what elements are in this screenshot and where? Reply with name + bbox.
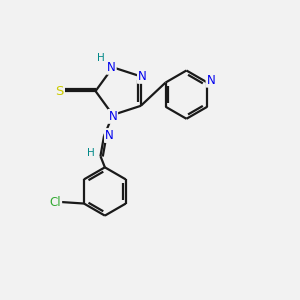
Text: N: N <box>105 129 114 142</box>
Text: N: N <box>108 110 117 123</box>
Text: N: N <box>138 70 147 83</box>
Text: S: S <box>55 85 64 98</box>
Text: H: H <box>87 148 95 158</box>
Text: N: N <box>206 74 215 87</box>
Text: N: N <box>107 61 116 74</box>
Text: H: H <box>97 53 104 63</box>
Text: Cl: Cl <box>50 196 61 208</box>
